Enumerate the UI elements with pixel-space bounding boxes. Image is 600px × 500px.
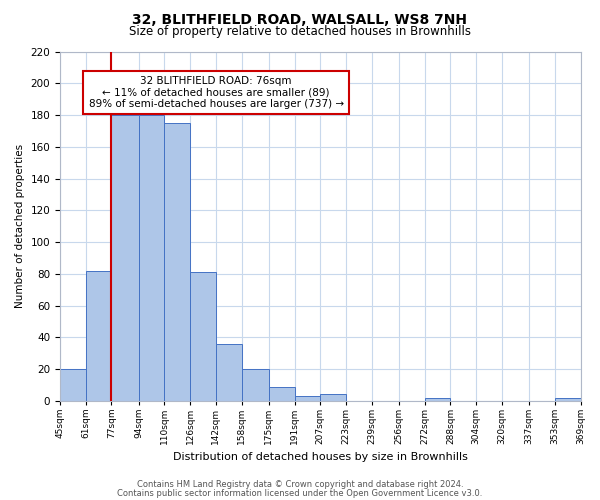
Bar xyxy=(295,396,320,401)
Bar xyxy=(86,270,112,401)
Text: Contains HM Land Registry data © Crown copyright and database right 2024.: Contains HM Land Registry data © Crown c… xyxy=(137,480,463,489)
X-axis label: Distribution of detached houses by size in Brownhills: Distribution of detached houses by size … xyxy=(173,452,468,462)
Bar xyxy=(242,369,269,401)
Text: 32, BLITHFIELD ROAD, WALSALL, WS8 7NH: 32, BLITHFIELD ROAD, WALSALL, WS8 7NH xyxy=(133,12,467,26)
Text: Contains public sector information licensed under the Open Government Licence v3: Contains public sector information licen… xyxy=(118,488,482,498)
Bar xyxy=(190,272,216,401)
Text: Size of property relative to detached houses in Brownhills: Size of property relative to detached ho… xyxy=(129,25,471,38)
Bar xyxy=(164,123,190,401)
Bar xyxy=(216,344,242,401)
Text: 32 BLITHFIELD ROAD: 76sqm
← 11% of detached houses are smaller (89)
89% of semi-: 32 BLITHFIELD ROAD: 76sqm ← 11% of detac… xyxy=(89,76,344,109)
Bar xyxy=(112,115,139,401)
Bar xyxy=(269,386,295,401)
Bar xyxy=(425,398,451,401)
Y-axis label: Number of detached properties: Number of detached properties xyxy=(15,144,25,308)
Bar xyxy=(555,398,581,401)
Bar xyxy=(139,115,164,401)
Bar xyxy=(60,369,86,401)
Bar xyxy=(320,394,346,401)
